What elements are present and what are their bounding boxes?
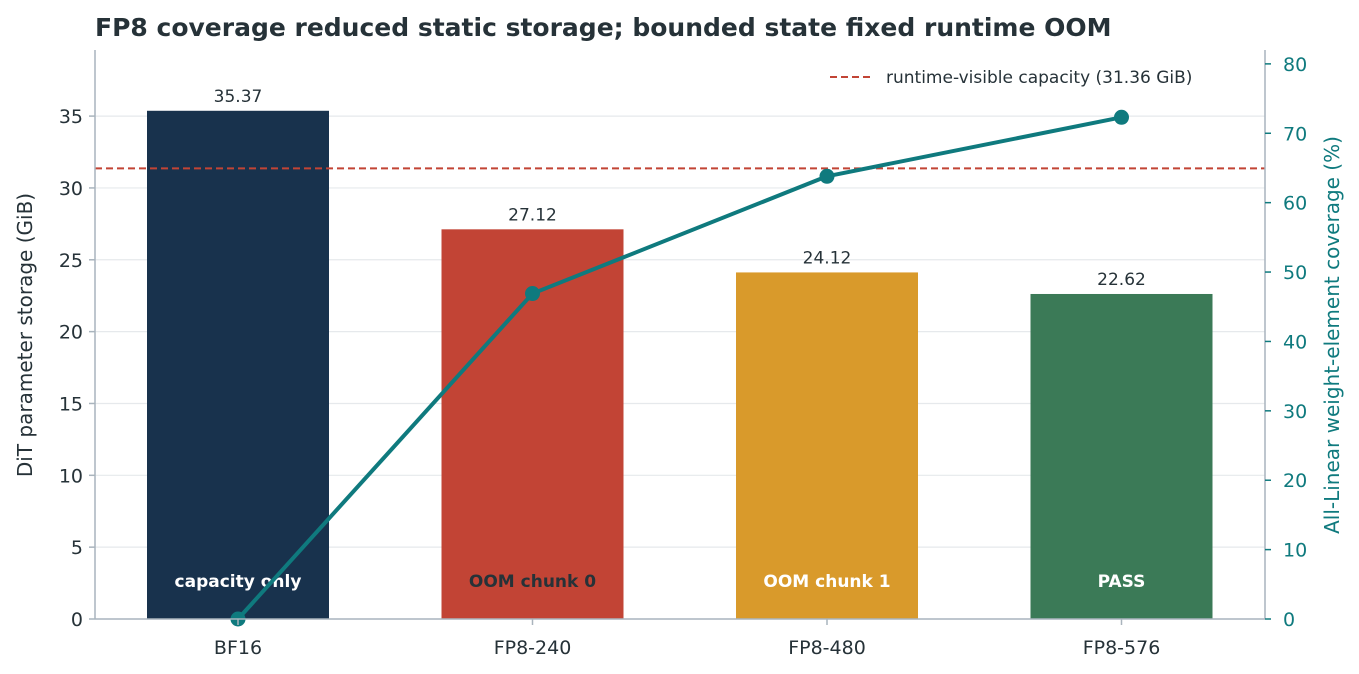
y-tick-right-label-70: 70 [1283, 123, 1307, 145]
y-tick-left-label-0: 0 [71, 609, 83, 631]
coverage-line [236, 115, 1122, 621]
bar-value-label-fp8-576: 22.62 [1097, 270, 1146, 290]
bar-bf16 [147, 110, 329, 620]
y-tick-right-label-80: 80 [1283, 54, 1307, 76]
y-tick-left-label-15: 15 [59, 393, 83, 415]
coverage-point-fp8-480 [819, 168, 835, 184]
y-tick-left-label-30: 30 [59, 178, 83, 200]
bar-status-label-bf16: capacity only [175, 572, 302, 592]
bar-fp8-480 [736, 272, 918, 619]
x-tick-label-fp8-576: FP8-576 [1083, 637, 1161, 659]
x-tick-label-fp8-240: FP8-240 [494, 637, 572, 659]
y-tick-right-label-30: 30 [1283, 401, 1307, 423]
coverage-line-layer [230, 109, 1129, 627]
coverage-point-fp8-240 [525, 286, 540, 302]
x-tick-label-bf16: BF16 [214, 637, 262, 659]
chart-title: FP8 coverage reduced static storage; bou… [95, 13, 1112, 42]
y-tick-left-label-10: 10 [59, 465, 83, 487]
x-tick-label-fp8-480: FP8-480 [788, 637, 866, 659]
bar-status-label-fp8-576: PASS [1098, 572, 1146, 592]
y-axis-label-right: All-Linear weight-element coverage (%) [1320, 136, 1344, 534]
y-axis-label-left: DiT parameter storage (GiB) [13, 193, 37, 477]
bar-layer: 35.37 capacity only 27.12 OOM chunk 0 24.12 O… [147, 87, 1213, 620]
bar-value-label-fp8-240: 27.12 [508, 205, 557, 225]
y-tick-right-label-60: 60 [1283, 193, 1307, 215]
bar-status-label-fp8-240: OOM chunk 0 [469, 572, 596, 592]
y-tick-left-label-20: 20 [59, 322, 83, 344]
y-tick-right-label-40: 40 [1283, 331, 1307, 353]
y-tick-right-label-50: 50 [1283, 262, 1307, 284]
legend-entry-capacity: runtime-visible capacity (31.36 GiB) [886, 68, 1192, 88]
y-tick-left-label-25: 25 [59, 250, 83, 272]
bar-value-label-bf16: 35.37 [214, 87, 263, 107]
y-tick-right-label-10: 10 [1283, 540, 1307, 562]
bar-fp8-576 [1030, 293, 1213, 619]
axis-layer: DiT parameter storage (GiB) All-Linear w… [13, 50, 1344, 659]
y-tick-left-label-5: 5 [71, 537, 83, 559]
y-tick-right-label-0: 0 [1283, 609, 1295, 631]
y-tick-right-label-20: 20 [1283, 470, 1307, 492]
coverage-point-fp8-576 [1114, 109, 1129, 125]
legend: runtime-visible capacity (31.36 GiB) [830, 68, 1192, 88]
bar-status-label-fp8-480: OOM chunk 1 [763, 572, 890, 592]
bar-value-label-fp8-480: 24.12 [803, 248, 852, 268]
y-tick-left-label-35: 35 [59, 106, 83, 128]
